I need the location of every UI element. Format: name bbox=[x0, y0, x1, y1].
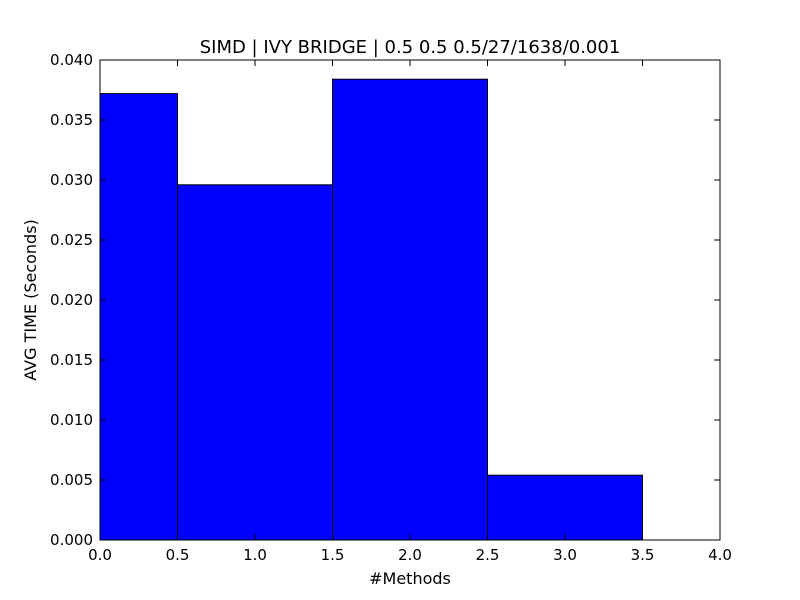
chart-title: SIMD | IVY BRIDGE | 0.5 0.5 0.5/27/1638/… bbox=[200, 37, 621, 58]
bar-1 bbox=[177, 184, 333, 541]
y-tick-label-5: 0.025 bbox=[50, 231, 93, 249]
x-axis-label: #Methods bbox=[369, 569, 451, 588]
y-tick-label-1: 0.005 bbox=[50, 471, 93, 489]
x-tick-label-6: 3.0 bbox=[553, 546, 577, 564]
bar-2 bbox=[332, 78, 488, 541]
y-tick-label-4: 0.020 bbox=[50, 291, 93, 309]
x-tick-label-5: 2.5 bbox=[476, 546, 500, 564]
bar-3 bbox=[487, 474, 643, 541]
y-tick-label-3: 0.015 bbox=[50, 351, 93, 369]
y-tick-label-2: 0.010 bbox=[50, 411, 93, 429]
x-tick-label-8: 4.0 bbox=[708, 546, 732, 564]
x-tick-label-1: 0.5 bbox=[166, 546, 190, 564]
y-tick-label-8: 0.040 bbox=[50, 51, 93, 69]
x-tick-label-0: 0.0 bbox=[88, 546, 112, 564]
y-tick-label-7: 0.035 bbox=[50, 111, 93, 129]
bar-0 bbox=[99, 93, 178, 541]
ticks-layer: 0.0 0.5 1.0 1.5 2.0 2.5 3.0 3.5 4.0 0.000 0.005 0.0… bbox=[50, 51, 732, 564]
x-tick-label-2: 1.0 bbox=[243, 546, 267, 564]
x-tick-label-4: 2.0 bbox=[398, 546, 422, 564]
y-tick-label-0: 0.000 bbox=[50, 531, 93, 549]
y-axis-label: AVG TIME (Seconds) bbox=[21, 219, 40, 381]
bars-layer bbox=[99, 78, 643, 541]
x-tick-label-3: 1.5 bbox=[321, 546, 345, 564]
y-tick-label-6: 0.030 bbox=[50, 171, 93, 189]
plot-frame bbox=[99, 59, 721, 541]
x-tick-label-7: 3.5 bbox=[631, 546, 655, 564]
